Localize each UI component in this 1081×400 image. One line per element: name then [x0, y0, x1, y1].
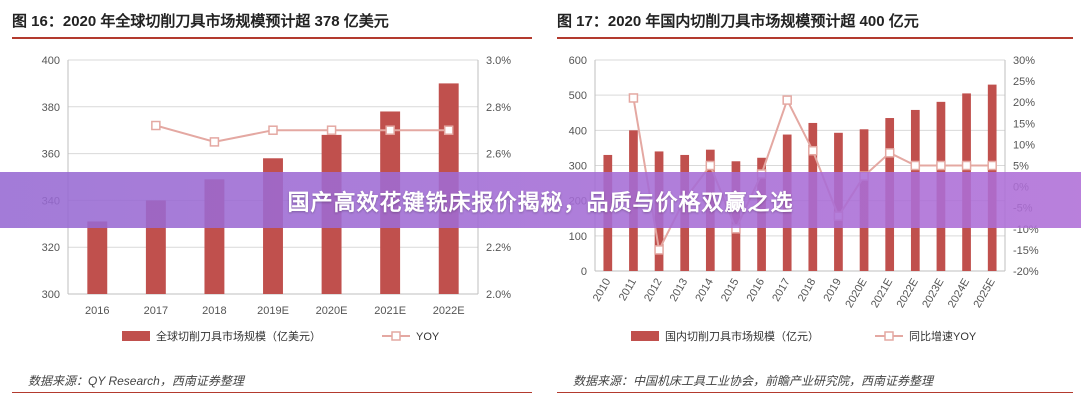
right-tick-label: -20% — [1013, 266, 1039, 278]
right-tick-label: 2.6% — [486, 149, 511, 161]
right-tick-label: 2.0% — [486, 289, 511, 301]
x-tick-label: 2023E — [920, 277, 946, 311]
legend-line-marker — [391, 331, 401, 341]
right-tick-label: -15% — [1013, 245, 1039, 257]
right-tick-label: 15% — [1013, 118, 1035, 130]
yoy-marker — [961, 160, 972, 171]
yoy-marker — [705, 160, 716, 171]
bottom-divider — [12, 392, 532, 393]
legend-bar-label: 全球切削刀具市场规模（亿美元） — [156, 329, 321, 343]
yoy-marker — [910, 160, 921, 171]
x-tick-label: 2022E — [433, 305, 465, 317]
x-tick-label: 2010 — [591, 277, 614, 304]
right-tick-label: 2.2% — [486, 242, 511, 254]
left-tick-label: 500 — [569, 90, 587, 102]
left-tick-label: 360 — [42, 149, 60, 161]
x-tick-label: 2024E — [946, 277, 972, 311]
right-tick-label: 5% — [1013, 161, 1029, 173]
legend-line-marker — [884, 331, 894, 341]
yoy-marker — [628, 93, 639, 103]
yoy-marker — [326, 125, 337, 135]
yoy-marker — [808, 145, 818, 156]
bottom-divider — [557, 392, 1073, 393]
x-tick-label: 2021E — [869, 277, 895, 311]
yoy-marker — [385, 125, 395, 135]
legend-bar-swatch — [631, 331, 659, 341]
x-tick-label: 2025E — [971, 277, 997, 311]
yoy-marker — [443, 125, 454, 135]
x-tick-label: 2018 — [796, 277, 819, 304]
yoy-marker — [782, 95, 792, 105]
chart-title: 图 16：2020 年全球切削刀具市场规模预计超 378 亿美元 — [12, 13, 389, 30]
right-tick-label: 3.0% — [486, 55, 511, 67]
legend-bar-label: 国内切削刀具市场规模（亿元） — [665, 329, 819, 343]
right-tick-label: 30% — [1013, 55, 1035, 67]
legend-line-label: 同比增速YOY — [909, 329, 977, 343]
chart-source: 数据来源：中国机床工具工业协会，前瞻产业研究院，西南证券整理 — [573, 374, 934, 388]
left-tick-label: 600 — [569, 55, 587, 67]
left-tick-label: 100 — [569, 231, 587, 243]
banner-headline: 国产高效花键铣床报价揭秘，品质与价格双赢之选 — [287, 190, 794, 215]
left-tick-label: 380 — [42, 102, 60, 114]
right-tick-label: 10% — [1013, 139, 1035, 151]
x-tick-label: 2013 — [668, 277, 691, 304]
left-tick-label: 320 — [42, 242, 60, 254]
legend-line-label: YOY — [416, 331, 440, 343]
x-tick-label: 2016 — [85, 305, 109, 317]
legend-bar-swatch — [122, 331, 150, 341]
x-tick-label: 2014 — [693, 277, 716, 304]
left-tick-label: 400 — [42, 55, 60, 67]
x-tick-label: 2020E — [843, 277, 869, 311]
title-divider — [12, 37, 532, 39]
x-tick-label: 2021E — [374, 305, 406, 317]
right-tick-label: 25% — [1013, 76, 1035, 88]
x-tick-label: 2018 — [202, 305, 226, 317]
yoy-marker — [987, 160, 997, 171]
x-tick-label: 2011 — [617, 277, 639, 303]
left-tick-label: 0 — [581, 266, 587, 278]
x-tick-label: 2017 — [770, 277, 793, 304]
yoy-line — [155, 124, 449, 143]
bar — [87, 221, 108, 294]
left-tick-label: 300 — [569, 161, 587, 173]
x-tick-label: 2016 — [745, 277, 768, 304]
x-tick-label: 2019 — [821, 277, 844, 304]
right-tick-label: 2.8% — [486, 102, 511, 114]
x-tick-label: 2019E — [257, 305, 289, 317]
left-tick-label: 400 — [569, 125, 587, 137]
yoy-marker — [936, 160, 946, 171]
yoy-marker — [209, 137, 220, 147]
yoy-marker — [884, 148, 895, 158]
overlay-banner: 国产高效花键铣床报价揭秘，品质与价格双赢之选 — [0, 172, 1081, 228]
x-tick-label: 2015 — [719, 277, 742, 304]
chart-source: 数据来源：QY Research，西南证券整理 — [28, 374, 244, 388]
x-tick-label: 2017 — [144, 305, 168, 317]
x-tick-label: 2012 — [642, 277, 665, 304]
yoy-marker — [268, 125, 278, 135]
title-divider — [557, 37, 1073, 39]
right-tick-label: 20% — [1013, 97, 1035, 109]
yoy-marker — [151, 120, 161, 131]
chart-title: 图 17：2020 年国内切削刀具市场规模预计超 400 亿元 — [557, 13, 919, 30]
x-tick-label: 2022E — [895, 277, 921, 311]
x-tick-label: 2020E — [316, 305, 348, 317]
yoy-marker — [654, 245, 664, 255]
left-tick-label: 300 — [42, 289, 60, 301]
